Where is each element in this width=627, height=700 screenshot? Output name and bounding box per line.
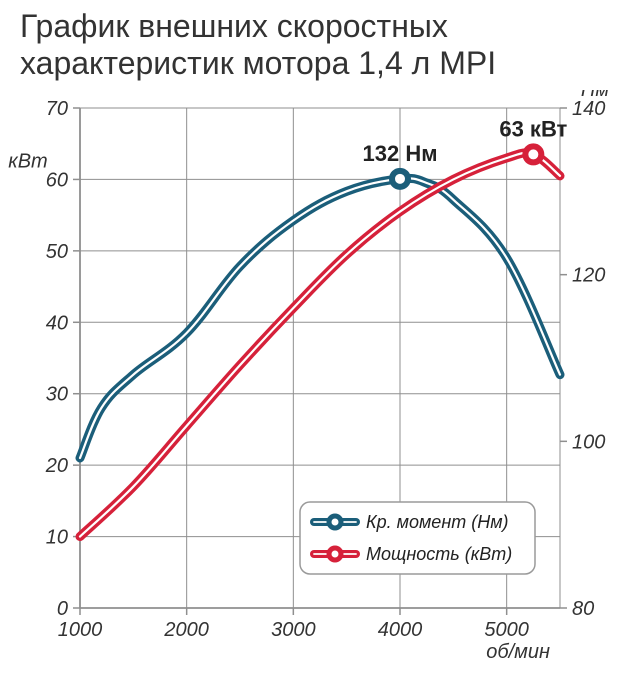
svg-text:40: 40 (46, 312, 68, 334)
svg-text:100: 100 (572, 431, 605, 453)
svg-text:2000: 2000 (163, 619, 209, 641)
power-line (80, 153, 560, 537)
x-axis-label: об/мин (486, 641, 550, 663)
legend-label-torque: Кр. момент (Нм) (366, 512, 509, 532)
legend-label-power: Мощность (кВт) (366, 544, 512, 564)
y-left-label: кВт (8, 151, 47, 173)
svg-text:1000: 1000 (58, 619, 103, 641)
svg-text:120: 120 (572, 265, 605, 287)
svg-text:30: 30 (46, 384, 68, 406)
svg-text:4000: 4000 (378, 619, 423, 641)
svg-text:10: 10 (46, 527, 68, 549)
torque-peak-label: 132 Нм (363, 141, 438, 166)
svg-text:60: 60 (46, 169, 68, 191)
y-right-label: Нм (581, 90, 609, 101)
svg-text:20: 20 (45, 455, 68, 477)
chart-area: 0 10 20 30 40 50 60 70 80 100 120 140 1000 2000 3000 40… (0, 90, 627, 700)
svg-text:140: 140 (572, 98, 605, 120)
svg-text:70: 70 (46, 98, 68, 120)
svg-text:50: 50 (46, 241, 68, 263)
power-peak-label: 63 кВт (499, 116, 567, 141)
svg-text:3000: 3000 (271, 619, 316, 641)
svg-text:80: 80 (572, 598, 594, 620)
engine-chart: 0 10 20 30 40 50 60 70 80 100 120 140 1000 2000 3000 40… (0, 90, 627, 700)
torque-line (80, 178, 560, 458)
legend: Кр. момент (Нм) Мощность (кВт) (300, 502, 535, 574)
chart-title: График внешних скоростных характеристик … (20, 8, 617, 82)
svg-text:0: 0 (57, 598, 68, 620)
svg-text:5000: 5000 (484, 619, 529, 641)
